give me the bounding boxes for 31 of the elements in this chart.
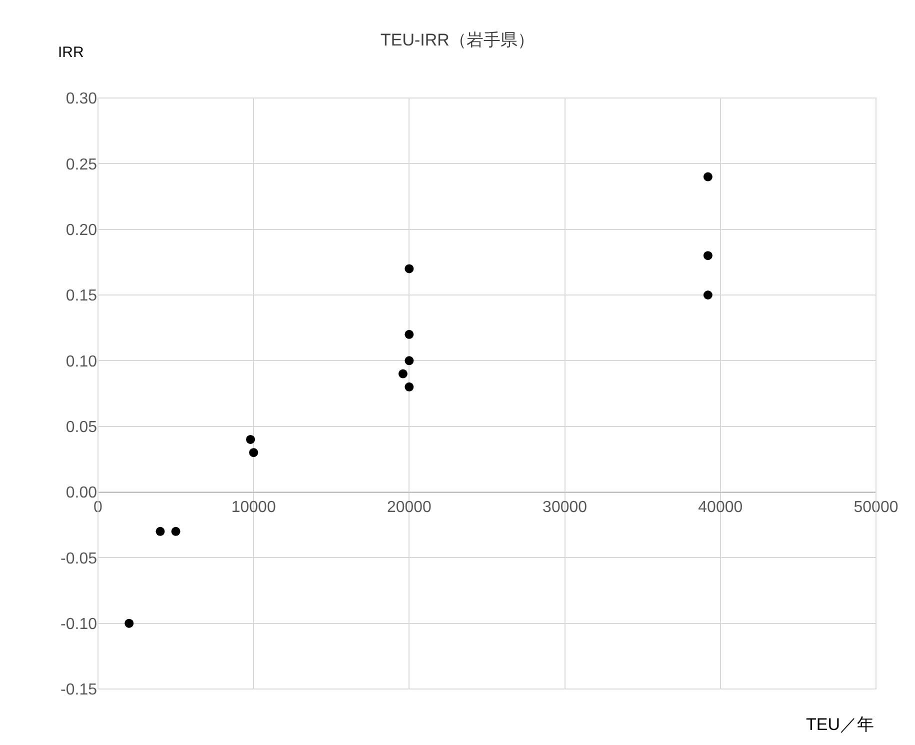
x-tick-label: 40000 — [698, 499, 743, 516]
point — [404, 330, 414, 339]
x-axis-title: TEU／年 — [806, 715, 874, 734]
y-tick-label: 0.10 — [66, 353, 98, 370]
y-tick-label: 0.15 — [66, 288, 98, 305]
y-tick-label: -0.10 — [60, 616, 98, 633]
y-tick-label: 0.25 — [66, 156, 98, 174]
y-tick-label: 0.30 — [66, 90, 98, 108]
point — [171, 526, 180, 536]
y-tick-label: 0.05 — [66, 418, 98, 436]
y-tick-label: -0.15 — [60, 682, 98, 699]
x-tick-label: 10000 — [231, 499, 276, 516]
point — [703, 290, 712, 300]
point — [404, 356, 414, 366]
point — [404, 264, 414, 274]
point — [156, 526, 165, 536]
chart-title: TEU-IRR（岩手県） — [380, 30, 534, 50]
x-tick-label: 30000 — [542, 499, 588, 516]
point — [703, 251, 712, 260]
y-tick-label: 0.00 — [66, 484, 98, 502]
x-tick-label: 50000 — [854, 499, 898, 516]
x-tick-label: 20000 — [386, 499, 432, 516]
point — [404, 382, 414, 392]
y-tick-label: -0.05 — [60, 550, 98, 568]
y-axis-title: IRR — [58, 44, 84, 61]
point — [249, 448, 258, 458]
point — [246, 434, 255, 444]
y-tick-label: 0.20 — [66, 222, 98, 239]
point — [124, 618, 134, 628]
point — [398, 369, 408, 378]
point — [703, 172, 712, 182]
